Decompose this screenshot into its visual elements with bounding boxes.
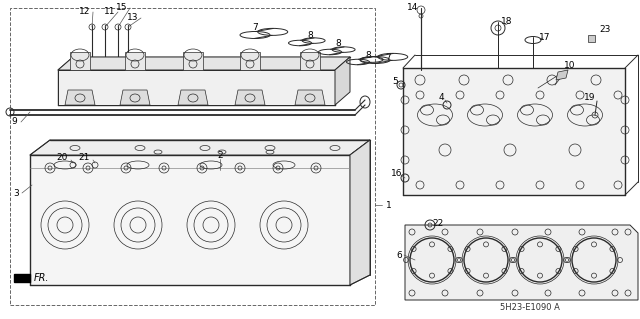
Text: 8: 8 [335, 40, 341, 48]
Text: 22: 22 [433, 219, 444, 227]
Polygon shape [65, 90, 95, 105]
Polygon shape [70, 52, 90, 70]
Polygon shape [30, 140, 370, 155]
Bar [14, 274, 30, 282]
Polygon shape [240, 52, 260, 70]
Text: 15: 15 [116, 4, 128, 12]
Text: 19: 19 [584, 93, 596, 101]
Polygon shape [350, 140, 370, 285]
Text: 8: 8 [307, 31, 313, 40]
Text: 5: 5 [392, 77, 398, 85]
Polygon shape [183, 52, 203, 70]
Polygon shape [300, 52, 320, 70]
Polygon shape [405, 225, 638, 300]
Text: 2: 2 [217, 151, 223, 160]
Text: 21: 21 [78, 153, 90, 162]
Text: 23: 23 [599, 26, 611, 34]
Text: 1: 1 [386, 201, 392, 210]
Polygon shape [588, 35, 595, 42]
Polygon shape [58, 70, 335, 105]
Polygon shape [125, 52, 145, 70]
Text: 18: 18 [501, 18, 513, 26]
Polygon shape [30, 155, 350, 285]
Text: 9: 9 [11, 117, 17, 127]
Text: 7: 7 [252, 24, 258, 33]
Polygon shape [235, 90, 265, 105]
Polygon shape [403, 68, 625, 195]
Polygon shape [295, 90, 325, 105]
Text: 8: 8 [365, 50, 371, 60]
Text: 11: 11 [104, 8, 116, 17]
Text: 17: 17 [540, 33, 551, 41]
Polygon shape [556, 70, 568, 80]
Text: FR.: FR. [34, 273, 49, 283]
Bar [10, 8, 375, 305]
Text: 6: 6 [396, 250, 402, 259]
Text: 12: 12 [79, 8, 91, 17]
Polygon shape [335, 57, 350, 105]
Text: 3: 3 [13, 189, 19, 197]
Text: 5H23-E1090 A: 5H23-E1090 A [500, 303, 560, 313]
Text: 16: 16 [391, 168, 403, 177]
Text: 13: 13 [127, 13, 139, 23]
Text: 20: 20 [56, 153, 68, 162]
Polygon shape [178, 90, 208, 105]
Text: 10: 10 [564, 61, 576, 70]
Text: 14: 14 [407, 4, 419, 12]
Polygon shape [120, 90, 150, 105]
Text: 7: 7 [385, 54, 391, 63]
Polygon shape [58, 57, 350, 70]
Text: 4: 4 [438, 93, 444, 102]
